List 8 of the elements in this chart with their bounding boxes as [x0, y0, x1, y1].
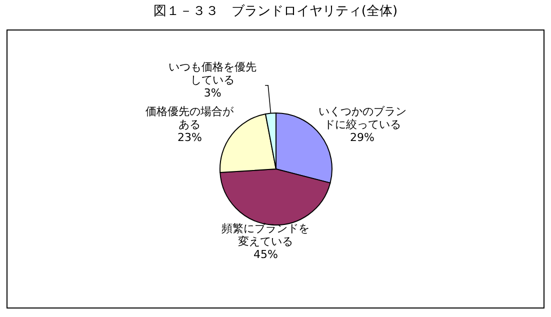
chart-title: 図１－３３ ブランドロイヤリティ(全体): [153, 4, 398, 19]
slice-label: 価格優先の場合がある: [146, 104, 235, 131]
slice-label: いくつかのブランドに絞っている: [318, 104, 406, 131]
data-label: 29%: [350, 130, 375, 144]
data-label: 45%: [253, 248, 278, 261]
slice-label: いつも価格を優先している: [168, 60, 257, 86]
data-label: 3%: [204, 86, 222, 100]
data-label: 23%: [177, 130, 202, 144]
